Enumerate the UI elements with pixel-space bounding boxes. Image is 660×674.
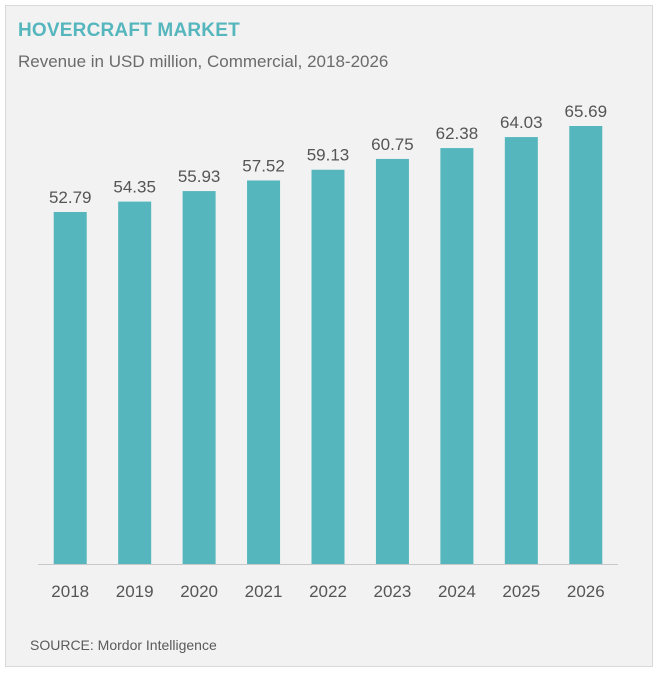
- bar-2018: [53, 212, 87, 564]
- bar-2019: [118, 201, 152, 564]
- category-label-2026: 2026: [567, 582, 605, 601]
- value-label-2020: 55.93: [178, 167, 221, 186]
- bar-2021: [247, 180, 281, 564]
- category-label-2019: 2019: [116, 582, 154, 601]
- chart-subtitle: Revenue in USD million, Commercial, 2018…: [18, 52, 389, 71]
- value-label-2018: 52.79: [49, 188, 92, 207]
- value-label-2024: 62.38: [436, 124, 479, 143]
- bar-2025: [504, 137, 538, 564]
- bar-2022: [311, 169, 345, 564]
- bar-2024: [440, 148, 474, 565]
- chart-title: HOVERCRAFT MARKET: [18, 20, 240, 41]
- bar-2020: [182, 191, 216, 564]
- value-label-2026: 65.69: [565, 102, 608, 121]
- value-label-2022: 59.13: [307, 146, 350, 165]
- value-label-2023: 60.75: [371, 135, 414, 154]
- bar-2023: [375, 158, 409, 564]
- value-label-2019: 54.35: [113, 178, 156, 197]
- category-label-2025: 2025: [502, 582, 540, 601]
- category-labels-group: 2018 2019 2020 2021 2022 2023 2024 2025 2026: [51, 582, 604, 601]
- category-label-2024: 2024: [438, 582, 476, 601]
- category-label-2023: 2023: [374, 582, 412, 601]
- category-label-2018: 2018: [51, 582, 89, 601]
- category-label-2021: 2021: [245, 582, 283, 601]
- bar-2026: [569, 126, 603, 564]
- category-label-2020: 2020: [180, 582, 218, 601]
- category-label-2022: 2022: [309, 582, 347, 601]
- value-labels-group: 52.79 54.35 55.93 57.52 59.13 60.75 62.38 64.03…: [49, 102, 607, 207]
- value-label-2021: 57.52: [242, 156, 285, 175]
- bars-group: [53, 126, 603, 565]
- value-label-2025: 64.03: [500, 113, 543, 132]
- source-note: SOURCE: Mordor Intelligence: [30, 637, 217, 653]
